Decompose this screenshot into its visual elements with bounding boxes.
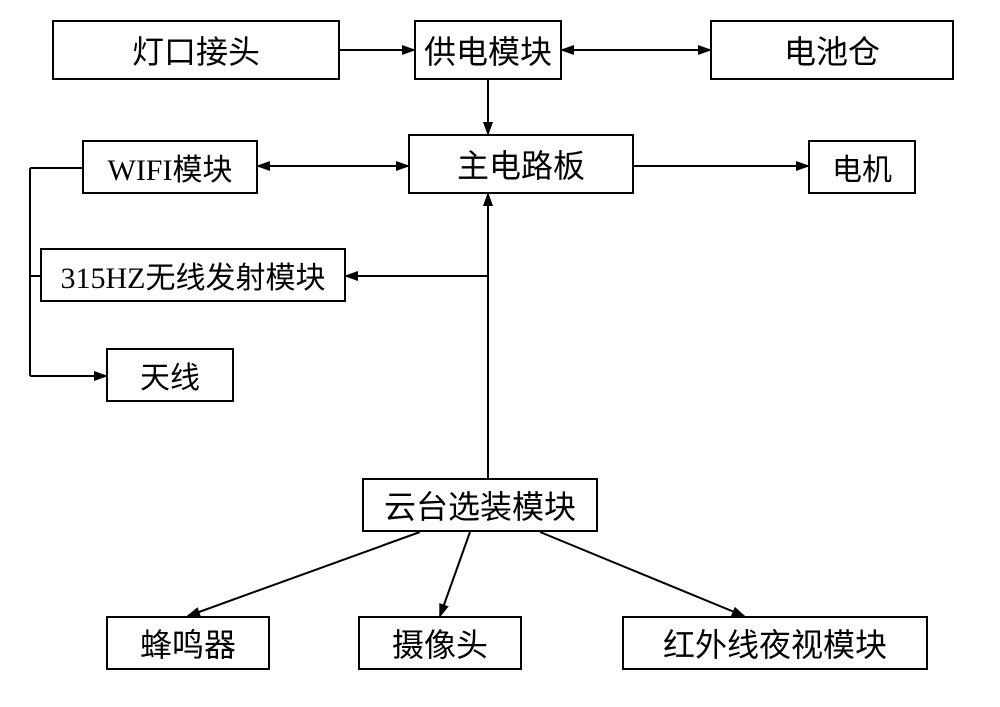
label-main-board: 主电路板 xyxy=(457,141,585,187)
box-main-board: 主电路板 xyxy=(408,134,634,194)
label-wifi-module: WIFI模块 xyxy=(108,145,233,189)
box-ptz-module: 云台选装模块 xyxy=(362,478,598,532)
label-lamp-socket: 灯口接头 xyxy=(132,27,260,73)
label-buzzer: 蜂鸣器 xyxy=(140,620,236,666)
label-battery-bay: 电池仓 xyxy=(784,27,880,73)
box-lamp-socket: 灯口接头 xyxy=(52,20,340,80)
box-rf-315: 315HZ无线发射模块 xyxy=(40,248,346,302)
label-antenna: 天线 xyxy=(140,353,200,397)
diagram-canvas: 灯口接头 供电模块 电池仓 WIFI模块 主电路板 电机 315HZ无线发射模块… xyxy=(0,0,1000,707)
box-ir-night: 红外线夜视模块 xyxy=(622,616,928,670)
label-ptz-module: 云台选装模块 xyxy=(384,482,576,528)
box-battery-bay: 电池仓 xyxy=(710,20,954,80)
box-buzzer: 蜂鸣器 xyxy=(106,616,270,670)
label-ir-night: 红外线夜视模块 xyxy=(663,620,887,666)
label-motor: 电机 xyxy=(832,145,892,189)
edge-ptz-to-buzzer xyxy=(188,532,420,616)
box-power-module: 供电模块 xyxy=(414,20,562,80)
edge-ptz-to-camera xyxy=(440,532,470,616)
box-wifi-module: WIFI模块 xyxy=(82,140,258,194)
label-rf-315: 315HZ无线发射模块 xyxy=(61,253,326,297)
box-camera: 摄像头 xyxy=(358,616,522,670)
label-power-module: 供电模块 xyxy=(424,27,552,73)
label-camera: 摄像头 xyxy=(392,620,488,666)
box-motor: 电机 xyxy=(808,140,916,194)
edge-ptz-to-ir xyxy=(540,532,744,616)
box-antenna: 天线 xyxy=(106,348,234,402)
